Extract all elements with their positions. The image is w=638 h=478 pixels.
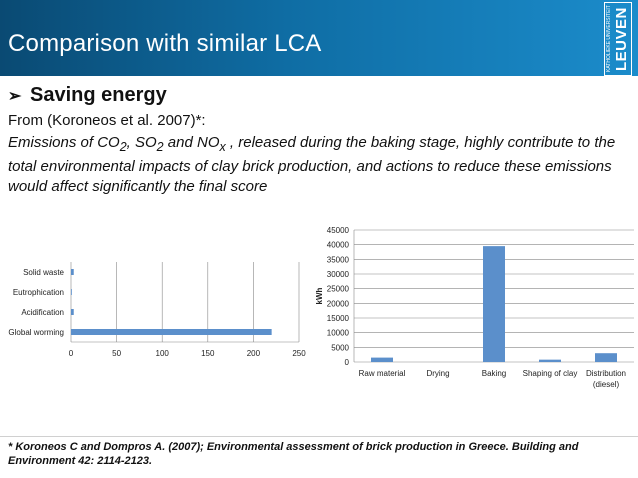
y-tick-label: Global worming [8, 328, 64, 337]
university-logo: KATHOLIEKE UNIVERSITEIT LEUVEN [604, 2, 632, 76]
bar [71, 309, 74, 315]
y-tick-label: 25000 [327, 285, 350, 294]
y-tick-label: Eutrophication [13, 288, 64, 297]
y-tick-label: 15000 [327, 314, 350, 323]
x-tick-label: 250 [292, 349, 306, 358]
description-paragraph: Emissions of CO2, SO2 and NOx , released… [8, 133, 632, 197]
x-tick-label: Shaping of clay [523, 369, 578, 378]
y-tick-label: 10000 [327, 329, 350, 338]
bar [595, 353, 617, 362]
x-tick-label: Raw material [359, 369, 406, 378]
arrow-bullet-icon: ➢ [8, 88, 22, 105]
bar [71, 329, 272, 335]
desc-part-1: Emissions of CO [8, 134, 120, 151]
bar [539, 359, 561, 362]
x-tick-label-line2: (diesel) [593, 380, 620, 389]
x-tick-label: Distribution [586, 369, 626, 378]
source-line: From (Koroneos et al. 2007)*: [8, 112, 206, 129]
y-tick-label: Acidification [21, 308, 64, 317]
slide-title: Comparison with similar LCA [8, 30, 322, 57]
x-tick-label: 50 [112, 349, 121, 358]
x-tick-label: 100 [156, 349, 170, 358]
bar [483, 246, 505, 362]
y-tick-label: 40000 [327, 241, 350, 250]
bar [71, 289, 72, 295]
desc-sub-3: x [219, 140, 226, 154]
y-tick-label: Solid waste [23, 268, 64, 277]
logo-text: LEUVEN [613, 7, 630, 71]
y-tick-label: 35000 [327, 255, 350, 264]
energy-by-stage-chart: 0 5000 10000 15000 20000 25000 30000 35000 40000… [315, 226, 634, 389]
desc-sub-2: 2 [156, 140, 164, 154]
desc-part-3: and NO [163, 134, 220, 151]
section-title: Saving energy [30, 84, 167, 106]
logo-subtext: KATHOLIEKE UNIVERSITEIT [606, 5, 612, 73]
section-heading: ➢ Saving energy [8, 84, 167, 107]
x-tick-label: Baking [482, 369, 506, 378]
x-tick-label: 150 [201, 349, 215, 358]
y-tick-label: 30000 [327, 270, 350, 279]
bar [71, 269, 74, 275]
bar [371, 357, 393, 362]
impact-categories-chart: 0 50 100 150 200 250 Solid waste Eutrophication… [8, 262, 306, 358]
x-tick-label: 0 [69, 349, 74, 358]
desc-part-4: , released during the baking stage, high… [8, 134, 616, 195]
x-tick-label: 200 [247, 349, 261, 358]
y-tick-label: 45000 [327, 226, 350, 235]
footer-divider [0, 436, 638, 437]
slide-header: Comparison with similar LCA KATHOLIEKE U… [0, 0, 638, 76]
y-axis-label: kWh [315, 287, 324, 304]
desc-part-2: , SO [126, 134, 157, 151]
x-tick-label: Drying [426, 369, 449, 378]
y-tick-label: 0 [345, 358, 350, 367]
desc-sub-1: 2 [119, 140, 127, 154]
footer-citation: * Koroneos C and Dompros A. (2007); Envi… [8, 441, 579, 467]
y-tick-label: 5000 [331, 343, 349, 352]
y-tick-label: 20000 [327, 299, 350, 308]
